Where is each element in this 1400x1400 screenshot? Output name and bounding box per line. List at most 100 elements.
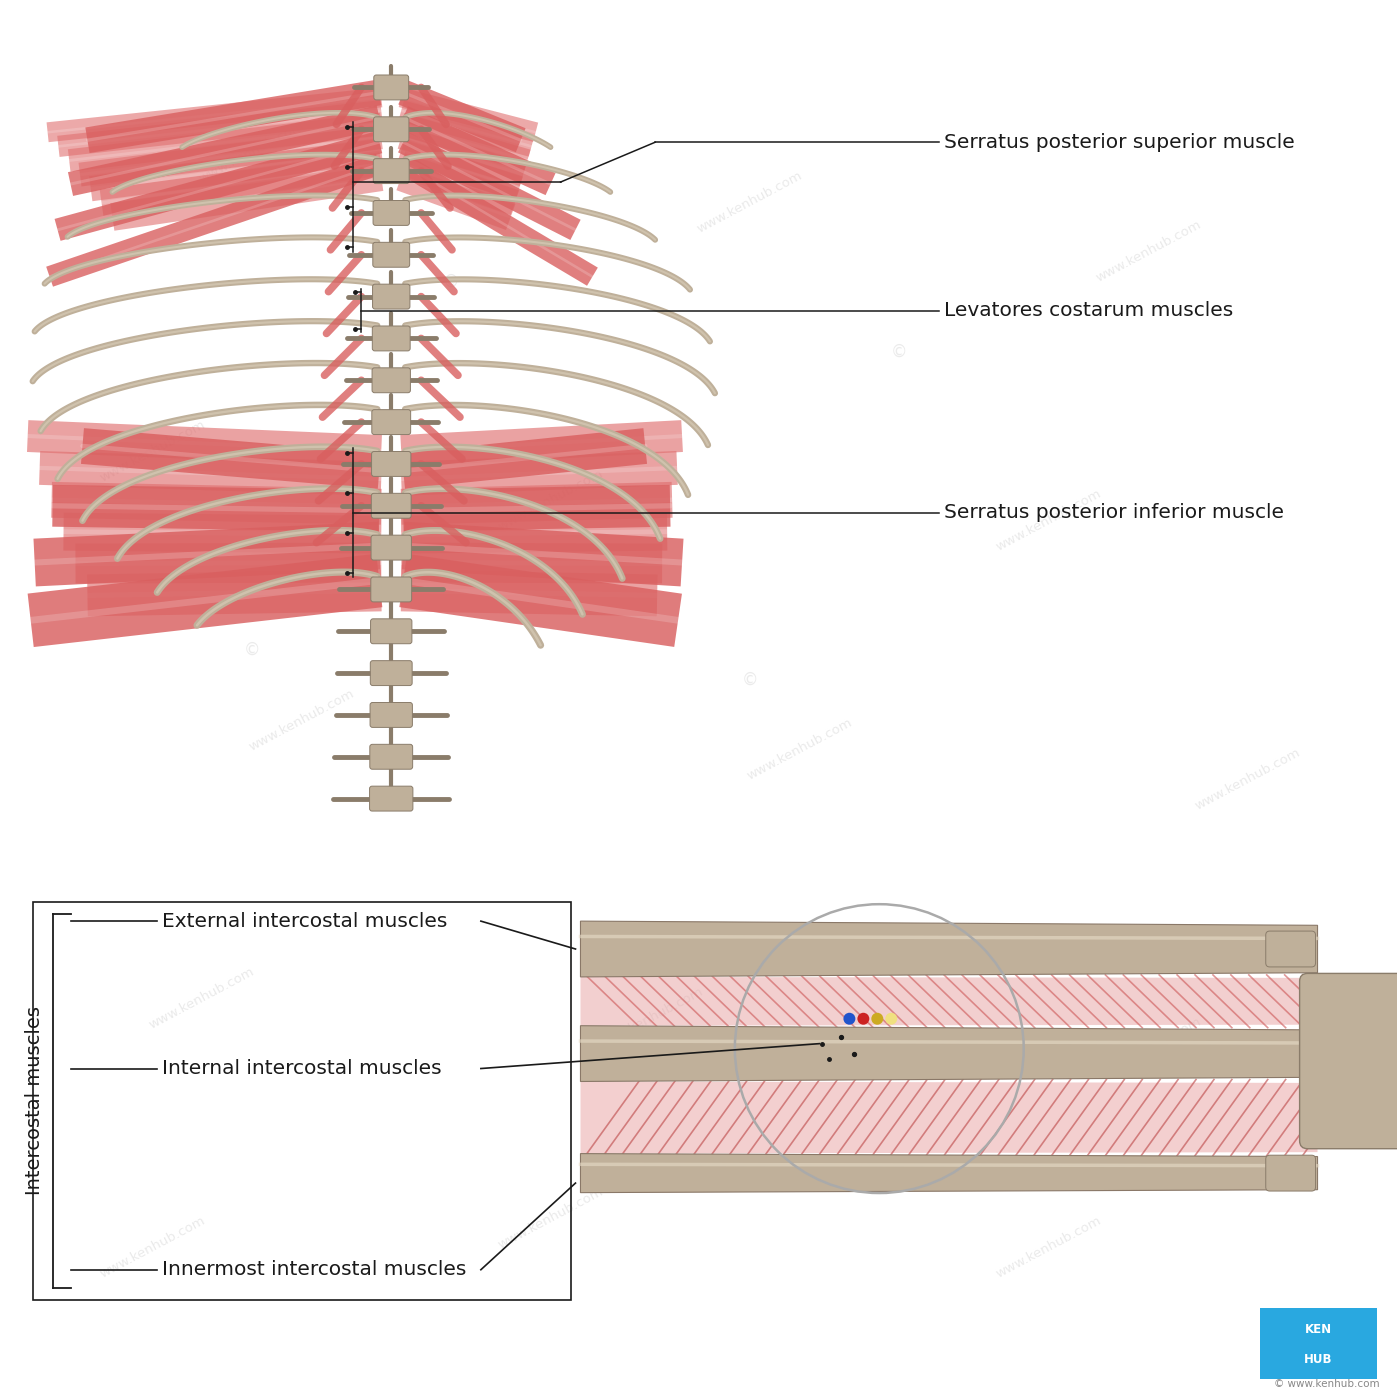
Text: www.kenhub.com: www.kenhub.com: [496, 1184, 606, 1252]
Polygon shape: [85, 80, 381, 153]
FancyBboxPatch shape: [370, 703, 413, 728]
Polygon shape: [396, 164, 515, 230]
Polygon shape: [400, 512, 668, 553]
Text: www.kenhub.com: www.kenhub.com: [197, 119, 307, 186]
Polygon shape: [398, 126, 526, 186]
FancyBboxPatch shape: [1266, 931, 1316, 967]
Polygon shape: [399, 88, 538, 141]
Text: www.kenhub.com: www.kenhub.com: [595, 986, 706, 1051]
Polygon shape: [386, 536, 396, 550]
Text: Serratus posterior inferior muscle: Serratus posterior inferior muscle: [944, 503, 1284, 522]
Text: www.kenhub.com: www.kenhub.com: [97, 1214, 207, 1281]
Polygon shape: [28, 554, 382, 647]
FancyBboxPatch shape: [372, 200, 409, 225]
Polygon shape: [52, 482, 382, 525]
Polygon shape: [398, 106, 556, 195]
Polygon shape: [399, 554, 682, 647]
Polygon shape: [63, 512, 381, 553]
Text: ©: ©: [890, 343, 907, 360]
FancyBboxPatch shape: [1266, 1155, 1316, 1191]
Polygon shape: [90, 139, 384, 202]
Text: HUB: HUB: [1305, 1352, 1333, 1366]
FancyBboxPatch shape: [372, 284, 410, 309]
Text: External intercostal muscles: External intercostal muscles: [162, 911, 448, 931]
Polygon shape: [386, 515, 396, 526]
Circle shape: [871, 1012, 883, 1025]
FancyBboxPatch shape: [1260, 1308, 1378, 1379]
Polygon shape: [581, 1081, 1317, 1154]
FancyBboxPatch shape: [372, 368, 410, 393]
Polygon shape: [400, 482, 672, 525]
Polygon shape: [27, 420, 382, 468]
Polygon shape: [396, 151, 519, 216]
Text: www.kenhub.com: www.kenhub.com: [1093, 218, 1203, 286]
Polygon shape: [400, 420, 683, 468]
FancyBboxPatch shape: [1299, 973, 1400, 1149]
Polygon shape: [398, 139, 524, 200]
Text: ©: ©: [742, 671, 757, 689]
Polygon shape: [69, 105, 382, 196]
Text: www.kenhub.com: www.kenhub.com: [97, 417, 207, 484]
Polygon shape: [402, 543, 662, 584]
Polygon shape: [386, 598, 396, 619]
Text: www.kenhub.com: www.kenhub.com: [246, 686, 357, 753]
FancyBboxPatch shape: [374, 158, 409, 183]
Text: www.kenhub.com: www.kenhub.com: [147, 966, 258, 1032]
Polygon shape: [52, 484, 379, 532]
FancyBboxPatch shape: [372, 410, 410, 434]
Polygon shape: [399, 101, 535, 157]
Text: www.kenhub.com: www.kenhub.com: [694, 168, 805, 235]
Text: © www.kenhub.com: © www.kenhub.com: [1274, 1379, 1379, 1389]
Text: Serratus posterior superior muscle: Serratus posterior superior muscle: [944, 133, 1295, 151]
Text: Internal intercostal muscles: Internal intercostal muscles: [162, 1058, 442, 1078]
Polygon shape: [403, 484, 671, 532]
Circle shape: [857, 1012, 869, 1025]
FancyBboxPatch shape: [371, 661, 412, 686]
FancyBboxPatch shape: [371, 535, 412, 560]
Polygon shape: [402, 428, 647, 489]
Polygon shape: [386, 557, 396, 573]
FancyBboxPatch shape: [370, 787, 413, 811]
Polygon shape: [581, 1026, 1317, 1081]
Text: ©: ©: [442, 273, 459, 291]
FancyBboxPatch shape: [370, 745, 413, 769]
Circle shape: [843, 1012, 855, 1025]
Text: www.kenhub.com: www.kenhub.com: [1093, 1015, 1203, 1082]
Polygon shape: [99, 151, 384, 216]
Polygon shape: [55, 132, 382, 241]
Polygon shape: [81, 428, 381, 489]
Polygon shape: [87, 570, 382, 616]
Polygon shape: [34, 522, 381, 587]
Polygon shape: [581, 1162, 1317, 1179]
FancyBboxPatch shape: [374, 116, 409, 141]
Polygon shape: [398, 155, 598, 286]
Polygon shape: [398, 132, 581, 239]
Text: Innermost intercostal muscles: Innermost intercostal muscles: [162, 1260, 466, 1280]
Polygon shape: [46, 154, 382, 287]
Text: KEN: KEN: [1305, 1323, 1331, 1336]
Polygon shape: [402, 522, 683, 587]
Polygon shape: [67, 113, 382, 172]
FancyBboxPatch shape: [372, 326, 410, 351]
Polygon shape: [400, 570, 658, 616]
Polygon shape: [398, 113, 531, 171]
Polygon shape: [581, 977, 1317, 1026]
Text: ©: ©: [244, 641, 260, 659]
Text: www.kenhub.com: www.kenhub.com: [496, 468, 606, 535]
Text: www.kenhub.com: www.kenhub.com: [994, 487, 1103, 554]
Text: www.kenhub.com: www.kenhub.com: [994, 1214, 1103, 1281]
Text: Levatores costarum muscles: Levatores costarum muscles: [944, 301, 1233, 321]
Text: www.kenhub.com: www.kenhub.com: [745, 717, 854, 783]
FancyBboxPatch shape: [374, 76, 409, 99]
Polygon shape: [76, 543, 381, 584]
Polygon shape: [46, 87, 382, 143]
Polygon shape: [400, 451, 678, 496]
Polygon shape: [57, 101, 382, 157]
Polygon shape: [581, 921, 1317, 977]
Circle shape: [885, 1012, 897, 1025]
Polygon shape: [386, 577, 396, 595]
Polygon shape: [78, 126, 382, 186]
FancyBboxPatch shape: [371, 619, 412, 644]
FancyBboxPatch shape: [371, 451, 412, 476]
Polygon shape: [111, 164, 384, 231]
